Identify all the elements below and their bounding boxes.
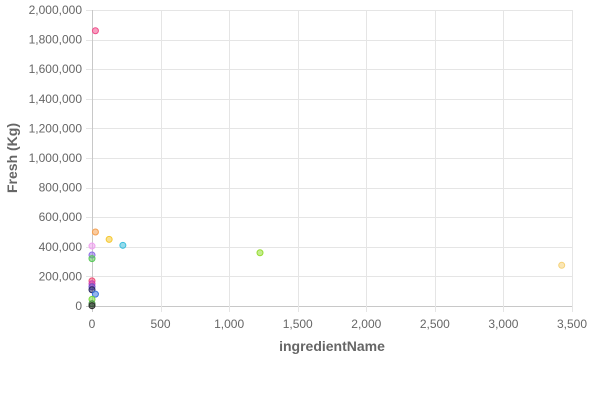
y-tick-label: 1,600,000 (29, 62, 83, 76)
y-tick-label: 1,800,000 (29, 33, 83, 47)
data-point (88, 302, 96, 310)
x-tick-label: 0 (89, 317, 96, 331)
x-tick-label: 1,000 (214, 317, 244, 331)
x-tick-label: 2,500 (420, 317, 450, 331)
data-point (91, 27, 99, 35)
x-axis-title: ingredientName (279, 338, 385, 354)
x-tick-label: 500 (151, 317, 171, 331)
data-point (88, 286, 96, 294)
y-tick-label: 200,000 (39, 269, 83, 283)
y-tick-label: 800,000 (39, 181, 83, 195)
data-point (558, 261, 566, 269)
x-tick-label: 3,500 (557, 317, 587, 331)
data-point (88, 255, 96, 263)
data-point (105, 235, 113, 243)
y-tick-label: 400,000 (39, 240, 83, 254)
data-point (88, 242, 96, 250)
data-point (91, 290, 99, 298)
data-point (119, 241, 127, 249)
y-tick-label: 1,000,000 (29, 151, 83, 165)
y-tick-label: 600,000 (39, 210, 83, 224)
y-tick-label: 2,000,000 (29, 3, 83, 17)
x-tick-label: 1,500 (283, 317, 313, 331)
x-tick-label: 2,000 (351, 317, 381, 331)
y-tick-label: 1,400,000 (29, 92, 83, 106)
y-tick-label: 0 (75, 299, 82, 313)
x-tick-label: 3,000 (488, 317, 518, 331)
y-tick-label: 1,200,000 (29, 121, 83, 135)
y-axis-title: Fresh (Kg) (4, 123, 20, 193)
data-point (91, 228, 99, 236)
data-point (256, 249, 264, 257)
